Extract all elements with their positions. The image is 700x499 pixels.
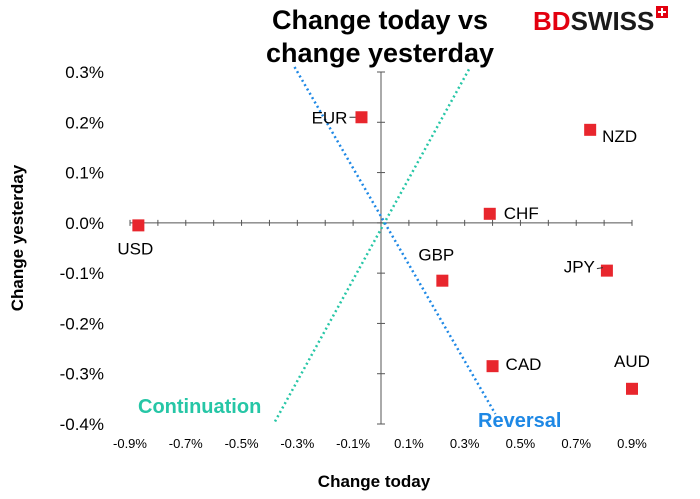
y-tick-label: 0.1% — [65, 164, 104, 183]
point-nzd — [584, 123, 597, 136]
guide-lines — [273, 66, 497, 423]
point-label-nzd: NZD — [602, 127, 637, 146]
continuation-guide-line — [273, 66, 472, 423]
x-tick-labels: -0.9% -0.7% -0.5% -0.3% -0.1% 0.1% 0.3% 0.5% 0.7… — [113, 436, 647, 451]
logo-text-swiss: SWISS — [570, 6, 655, 36]
x-tick-label: -0.1% — [336, 436, 370, 451]
swiss-cross-icon — [656, 6, 669, 18]
y-axis-label: Change yesterday — [8, 164, 27, 312]
reversal-guide-line — [293, 66, 497, 415]
axes — [129, 71, 633, 425]
y-tick-label: -0.4% — [60, 415, 104, 434]
point-jpy — [600, 264, 613, 277]
y-tick-label: -0.3% — [60, 365, 104, 384]
logo-text-bd: BD — [533, 6, 571, 36]
x-tick-label: 0.7% — [561, 436, 591, 451]
x-axis-label: Change today — [317, 472, 431, 491]
chart-title-line2: change yesterday — [265, 38, 495, 68]
x-tick-label: -0.3% — [280, 436, 314, 451]
x-tick-label: 0.5% — [506, 436, 536, 451]
y-tick-labels: 0.3% 0.2% 0.1% 0.0% -0.1% -0.2% -0.3% -0.4% — [60, 63, 104, 434]
chart-title: Change today vs change yesterday — [215, 4, 545, 70]
y-tick-label: 0.0% — [65, 214, 104, 233]
x-tick-label: 0.9% — [617, 436, 647, 451]
y-tick-label: -0.1% — [60, 264, 104, 283]
x-tick-label: -0.9% — [113, 436, 147, 451]
point-label-usd: USD — [117, 239, 153, 258]
chart-title-line1: Change today vs — [271, 5, 489, 35]
point-usd — [132, 219, 145, 232]
point-cad — [486, 360, 499, 373]
continuation-annotation: Continuation — [138, 396, 262, 418]
point-label-cad: CAD — [506, 355, 542, 374]
bdswiss-logo: BDSWISS — [533, 6, 693, 36]
point-chf — [483, 207, 496, 220]
point-label-chf: CHF — [504, 204, 539, 223]
x-tick-label: -0.7% — [169, 436, 203, 451]
point-label-eur: EUR — [312, 108, 348, 127]
y-tick-label: 0.3% — [65, 63, 104, 82]
reversal-annotation: Reversal — [478, 410, 562, 432]
x-tick-label: -0.5% — [225, 436, 259, 451]
leader-line — [596, 267, 603, 270]
data-points: USD EUR NZD CHF GBP JPY CAD AUD — [117, 108, 650, 395]
point-gbp — [436, 274, 449, 287]
y-tick-label: -0.2% — [60, 314, 104, 333]
point-aud — [626, 382, 638, 395]
x-tick-label: 0.1% — [394, 436, 424, 451]
point-label-aud: AUD — [614, 352, 650, 371]
y-tick-label: 0.2% — [65, 113, 104, 132]
point-label-jpy: JPY — [564, 258, 595, 277]
point-eur — [355, 111, 368, 124]
x-tick-label: 0.3% — [450, 436, 480, 451]
point-label-gbp: GBP — [418, 246, 454, 265]
